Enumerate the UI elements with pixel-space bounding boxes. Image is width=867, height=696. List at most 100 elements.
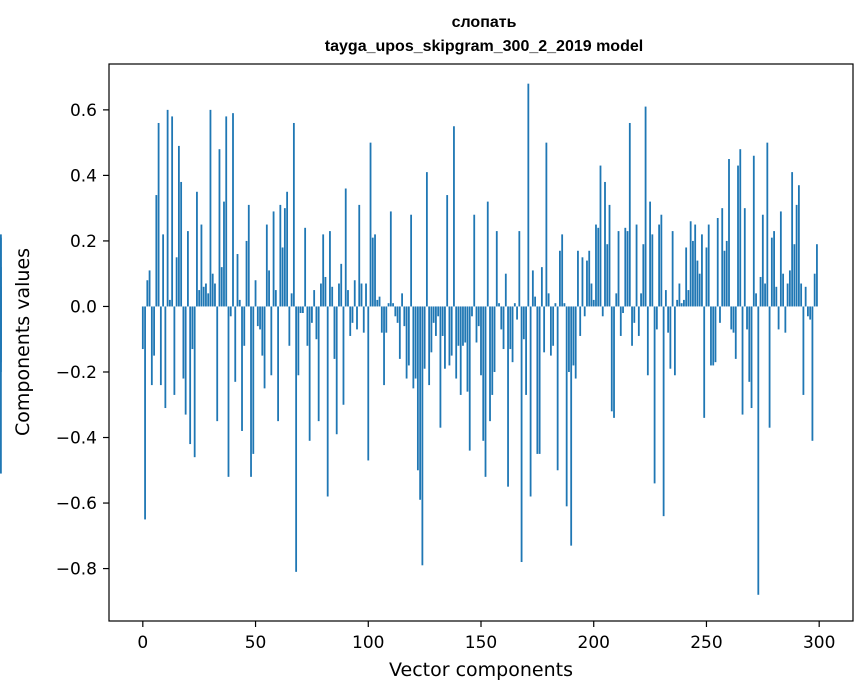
bar [590,283,593,307]
bar [719,306,721,323]
bar [556,306,559,471]
bar [342,306,345,405]
bar [256,306,259,327]
bar [162,234,165,307]
bar [561,234,564,307]
bar [597,227,600,307]
bar [552,306,555,346]
bar [387,303,390,307]
bar [335,306,338,435]
bar [764,283,766,307]
bar [430,306,433,353]
bar [324,276,327,307]
y-axis-label: Components values [12,248,34,436]
bar [631,306,633,346]
bar [615,293,618,307]
bar [559,250,561,307]
bar [816,244,818,307]
bar [536,306,539,454]
bar [752,155,755,307]
bar [500,306,503,330]
bar [349,306,352,336]
bar [520,306,523,563]
bar [265,224,268,307]
bar [687,290,690,307]
bar [797,185,800,307]
bar [356,306,358,330]
bar [301,306,304,314]
bar [538,306,541,454]
bar [743,208,746,307]
bar [295,306,298,572]
bar [568,306,570,372]
bar [504,273,507,307]
bar [279,204,282,307]
bar [270,306,273,376]
bar [365,283,367,307]
bar [653,306,656,484]
bar [712,306,715,366]
bar [353,280,356,307]
bar [184,306,187,415]
bar [502,306,505,350]
bar [187,231,189,307]
bar [572,306,575,366]
bar [685,247,688,307]
bar [608,204,611,307]
bar [358,204,361,307]
bar [175,257,178,307]
bar [707,224,710,307]
bar [800,283,803,307]
bar [527,83,530,307]
bar [459,306,462,395]
bar [416,306,419,471]
bar [468,306,471,451]
bar [525,306,527,395]
bar [750,306,753,409]
bar [601,306,604,317]
bar [633,306,636,323]
bar [173,306,176,395]
bar [245,240,248,307]
bar [486,201,489,307]
bar [254,280,257,307]
bar [739,149,742,307]
bar [243,306,246,346]
y-tick-label: 0.2 [70,232,97,252]
bar [775,286,778,307]
bar [277,306,279,422]
x-tick-label: 300 [803,633,835,653]
bar [689,221,692,307]
bar [202,286,205,307]
bar [624,227,627,307]
bar [241,306,243,431]
bar [450,306,453,356]
bar [326,306,329,497]
bar [728,159,730,307]
bar [232,113,234,307]
bar [392,303,394,307]
bar [150,306,153,386]
bar [807,306,809,317]
bar [317,306,320,422]
bar [446,195,449,307]
bar [768,306,771,428]
y-tick-label: 0.6 [70,101,97,121]
bar [619,306,622,336]
bar [441,306,444,336]
bar [622,306,624,314]
bar [367,306,370,461]
bar [786,283,789,307]
bar [394,306,397,317]
bar [761,214,764,307]
bar [545,142,548,307]
bar [292,122,295,307]
bar [374,234,376,307]
bar [737,165,739,307]
bar [259,306,261,330]
bar [701,234,703,307]
bar [734,306,737,359]
bar [660,214,663,307]
bar [360,283,363,307]
bar [477,306,480,327]
